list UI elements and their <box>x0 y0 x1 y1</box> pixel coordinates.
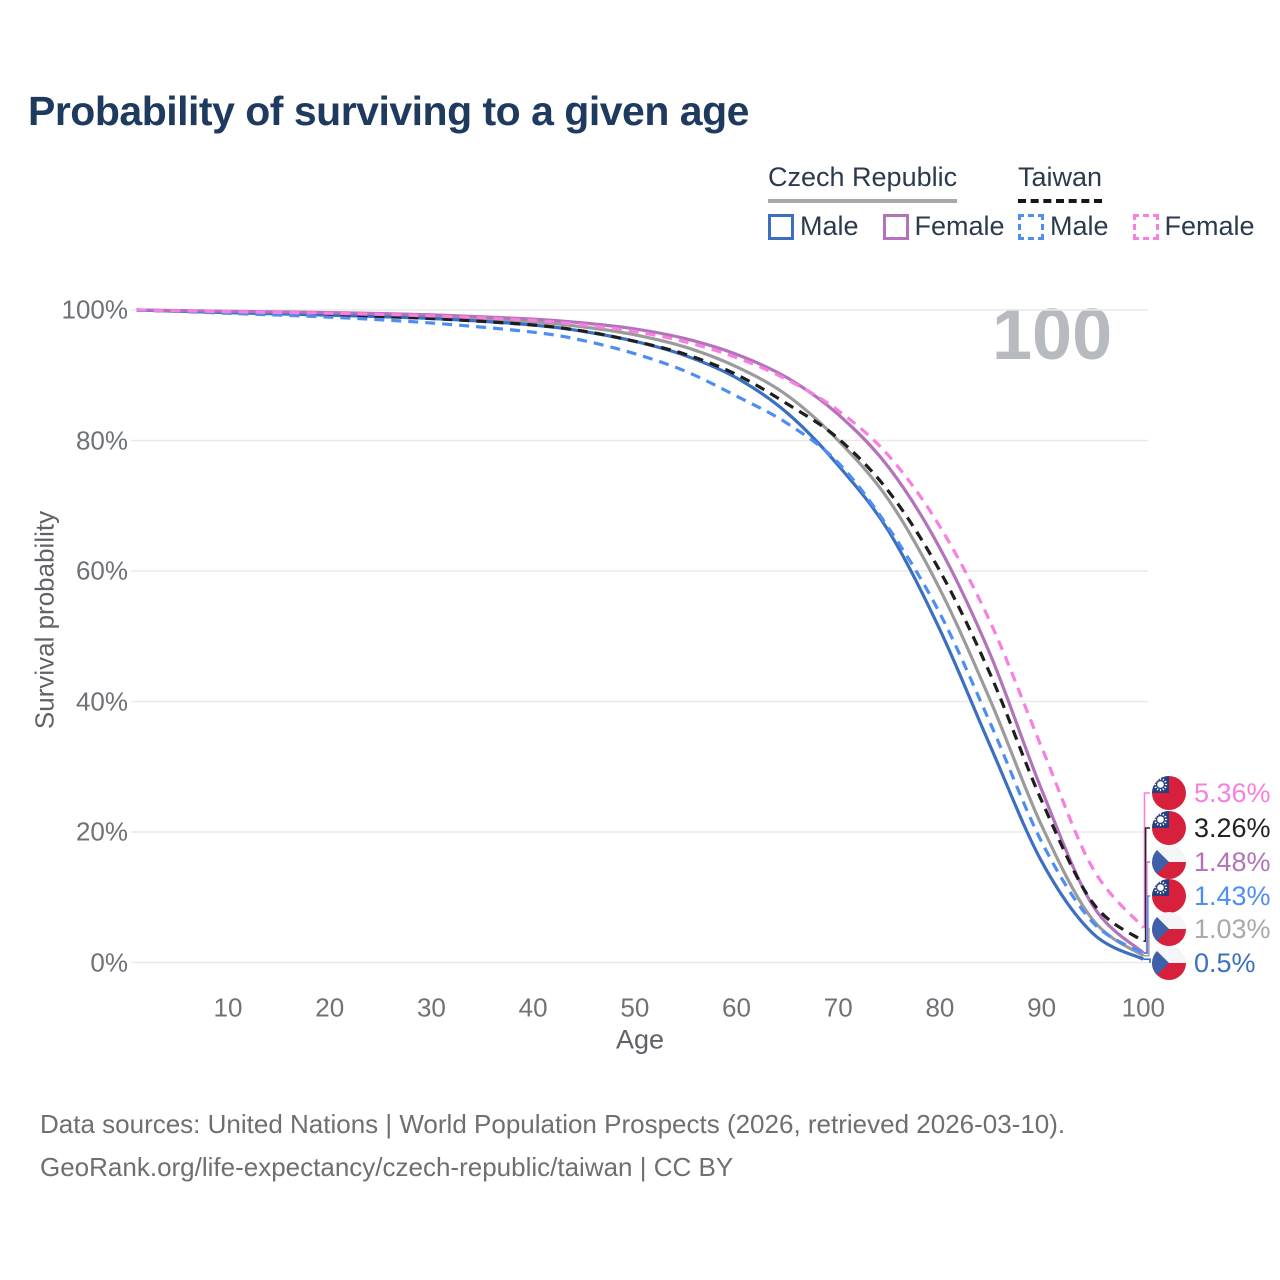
x-tick-label: 70 <box>823 992 853 1023</box>
data-sources-line: Data sources: United Nations | World Pop… <box>40 1109 1066 1139</box>
legend-title-czech-republic[interactable]: Czech Republic <box>768 162 958 203</box>
legend-item-czech-female[interactable]: Female <box>882 211 1005 242</box>
end-label-value: 3.26% <box>1194 812 1271 843</box>
y-tick-label: 100% <box>61 294 129 325</box>
x-tick-label: 20 <box>315 992 345 1023</box>
end-label-connector <box>1143 792 1150 929</box>
czech-flag-icon <box>1152 912 1186 946</box>
x-tick-label: 90 <box>1027 992 1057 1023</box>
age-counter-watermark: 100 <box>992 295 1113 375</box>
taiwan-flag-icon <box>1152 776 1186 810</box>
y-tick-label: 40% <box>75 686 128 716</box>
legend-label-taiwan-male: Male <box>1050 211 1109 241</box>
x-tick-label: 40 <box>518 992 548 1023</box>
czech-flag-icon <box>1152 845 1186 879</box>
page-title: Probability of surviving to a given age <box>28 88 749 134</box>
end-label-czech-republic-female: 1.48% <box>1152 845 1271 879</box>
taiwan-female-swatch-icon <box>1132 213 1159 240</box>
end-label-value: 1.03% <box>1194 913 1271 944</box>
footer: Data sources: United Nations | World Pop… <box>40 1103 1065 1189</box>
x-tick-label: 80 <box>925 992 955 1023</box>
legend-title-taiwan[interactable]: Taiwan <box>1018 162 1103 203</box>
attribution-line: GeoRank.org/life-expectancy/czech-republ… <box>40 1152 734 1182</box>
end-label-value: 1.43% <box>1194 880 1271 911</box>
end-label-czech-republic-male: 0.5% <box>1152 946 1256 980</box>
legend-label-czech-male: Male <box>800 211 859 241</box>
taiwan-male-swatch-icon <box>1018 213 1044 240</box>
end-label-taiwan-male: 1.43% <box>1152 879 1271 913</box>
series-line-taiwan-male[interactable] <box>136 308 1145 955</box>
end-label-taiwan-female: 5.36% <box>1152 776 1271 810</box>
end-label-czech-republic-average: 1.03% <box>1152 912 1271 946</box>
x-axis-title: Age <box>615 1024 665 1055</box>
legend-label-czech-female: Female <box>914 211 1005 241</box>
legend-group-taiwan: Taiwan Male Female <box>1018 162 1255 242</box>
czech-male-swatch-icon <box>768 213 794 240</box>
legend-item-taiwan-female[interactable]: Female <box>1132 211 1255 242</box>
x-tick-label: 100 <box>1121 992 1166 1023</box>
end-label-value: 5.36% <box>1194 777 1271 808</box>
czech-flag-icon <box>1152 946 1186 980</box>
taiwan-flag-icon <box>1152 811 1186 845</box>
end-label-value: 1.48% <box>1194 846 1271 877</box>
end-label-connector <box>1143 958 1151 963</box>
end-label-connector <box>1143 928 1150 957</box>
czech-female-swatch-icon <box>882 213 909 240</box>
x-tick-label: 30 <box>416 992 446 1023</box>
end-label-connector <box>1143 895 1150 954</box>
taiwan-flag-icon <box>1152 879 1186 913</box>
x-tick-label: 50 <box>620 992 650 1023</box>
legend-group-czech-republic: Czech Republic Male Female <box>768 162 1005 242</box>
y-tick-label: 60% <box>75 555 128 586</box>
series-line-czech-republic-male[interactable] <box>136 308 1145 961</box>
x-tick-label: 60 <box>722 992 751 1023</box>
x-tick-label: 10 <box>213 992 243 1023</box>
y-tick-label: 0% <box>90 947 128 977</box>
end-label-taiwan-average: 3.26% <box>1152 811 1271 845</box>
y-tick-label: 20% <box>75 816 128 847</box>
legend-item-taiwan-male[interactable]: Male <box>1018 211 1109 242</box>
series-line-czech-republic-average[interactable] <box>136 308 1145 958</box>
end-label-connector <box>1143 827 1150 942</box>
legend-item-czech-male[interactable]: Male <box>768 211 859 242</box>
series-line-taiwan-female[interactable] <box>136 308 1145 929</box>
y-tick-label: 80% <box>75 425 128 455</box>
end-label-value: 0.5% <box>1194 947 1256 978</box>
legend-label-taiwan-female: Female <box>1164 211 1255 241</box>
series-line-czech-republic-female[interactable] <box>136 308 1145 955</box>
